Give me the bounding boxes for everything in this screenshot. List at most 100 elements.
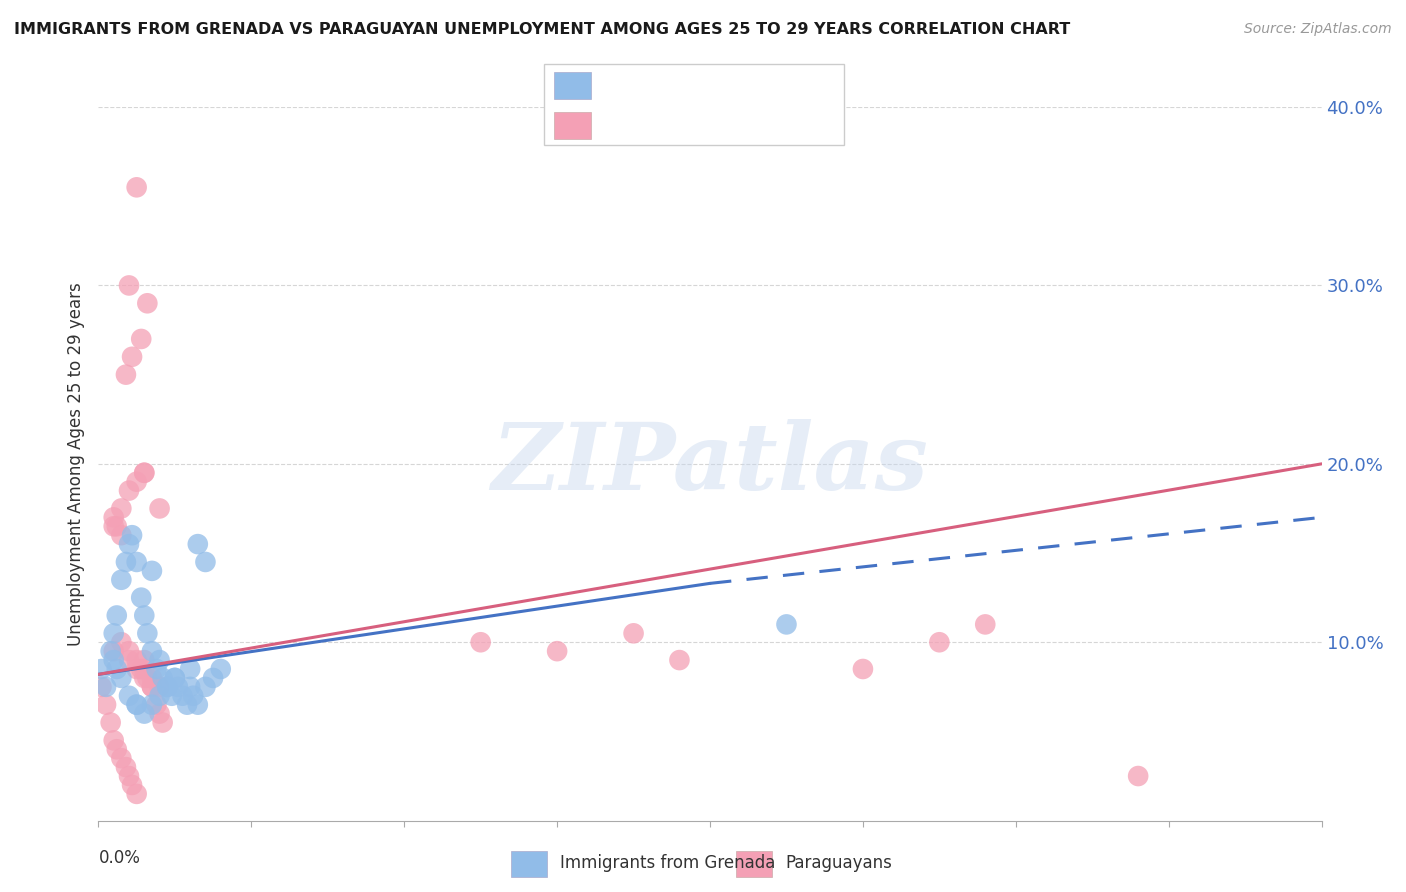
Point (145, 662, 167, 676)
Point (775, 617, 797, 632)
Point (118, 653, 141, 667)
Point (125, 180, 148, 194)
Text: 52: 52 (789, 115, 811, 133)
Point (103, 510, 125, 524)
Point (209, 662, 232, 676)
Point (110, 671, 132, 685)
Point (94, 680, 117, 694)
Point (103, 626, 125, 640)
Point (194, 680, 217, 694)
Point (125, 698, 148, 712)
Point (118, 644, 141, 658)
Point (163, 671, 186, 685)
Point (136, 296, 159, 310)
Text: 0.0%: 0.0% (98, 849, 141, 867)
Point (152, 671, 174, 685)
Point (103, 733, 125, 747)
Point (94, 698, 117, 712)
Point (125, 698, 148, 712)
Point (149, 706, 172, 721)
Point (118, 769, 141, 783)
Point (167, 680, 190, 694)
FancyBboxPatch shape (544, 64, 845, 145)
Point (125, 475, 148, 489)
Text: ZIPatlas: ZIPatlas (492, 419, 928, 508)
Point (134, 671, 156, 685)
Point (105, 742, 128, 756)
Point (110, 751, 132, 765)
FancyBboxPatch shape (510, 851, 547, 877)
Point (149, 501, 172, 516)
Point (152, 715, 174, 730)
Point (115, 555, 138, 569)
Point (105, 662, 128, 676)
Point (141, 698, 163, 712)
Point (1128, 769, 1150, 783)
Text: N =: N = (733, 115, 773, 133)
Point (179, 662, 201, 676)
Point (179, 680, 201, 694)
Point (103, 644, 125, 658)
Point (121, 778, 143, 792)
Point (134, 466, 156, 480)
Point (141, 680, 163, 694)
FancyBboxPatch shape (554, 71, 591, 99)
Text: Source: ZipAtlas.com: Source: ZipAtlas.com (1244, 22, 1392, 37)
Point (134, 608, 156, 623)
FancyBboxPatch shape (735, 851, 772, 877)
Point (90, 662, 112, 676)
Text: 0.259: 0.259 (659, 115, 710, 133)
Point (136, 626, 159, 640)
Point (118, 483, 141, 498)
Point (134, 653, 156, 667)
Point (125, 787, 148, 801)
Point (668, 653, 690, 667)
Point (105, 519, 128, 533)
Point (187, 537, 209, 551)
Text: R =: R = (603, 115, 643, 133)
FancyBboxPatch shape (554, 112, 591, 139)
Point (110, 573, 132, 587)
Point (115, 760, 138, 774)
Point (110, 528, 132, 542)
Point (115, 368, 138, 382)
Point (134, 706, 156, 721)
Point (110, 501, 132, 516)
Point (121, 350, 143, 364)
Point (156, 680, 179, 694)
Point (125, 662, 148, 676)
Y-axis label: Unemployment Among Ages 25 to 29 years: Unemployment Among Ages 25 to 29 years (66, 282, 84, 646)
Point (160, 689, 183, 703)
Text: 45: 45 (789, 77, 811, 95)
Point (202, 671, 225, 685)
Text: N =: N = (733, 77, 773, 95)
Point (974, 617, 997, 632)
Point (125, 653, 148, 667)
Point (100, 644, 122, 658)
Point (156, 680, 179, 694)
Point (141, 644, 163, 658)
Point (928, 635, 950, 649)
Point (105, 608, 128, 623)
Point (118, 537, 141, 551)
Point (172, 689, 194, 703)
Point (129, 662, 152, 676)
Text: 0.174: 0.174 (659, 77, 710, 95)
Point (90, 680, 112, 694)
Point (136, 671, 159, 685)
Point (623, 626, 645, 640)
Point (103, 653, 125, 667)
Point (546, 644, 568, 658)
Point (181, 689, 204, 703)
Point (118, 689, 141, 703)
Point (125, 555, 148, 569)
Point (149, 653, 172, 667)
Point (149, 680, 172, 694)
Point (149, 689, 172, 703)
Point (103, 519, 125, 533)
Point (110, 635, 132, 649)
Point (852, 662, 875, 676)
Point (121, 528, 143, 542)
Text: IMMIGRANTS FROM GRENADA VS PARAGUAYAN UNEMPLOYMENT AMONG AGES 25 TO 29 YEARS COR: IMMIGRANTS FROM GRENADA VS PARAGUAYAN UN… (14, 22, 1070, 37)
Text: Immigrants from Grenada: Immigrants from Grenada (560, 854, 776, 872)
